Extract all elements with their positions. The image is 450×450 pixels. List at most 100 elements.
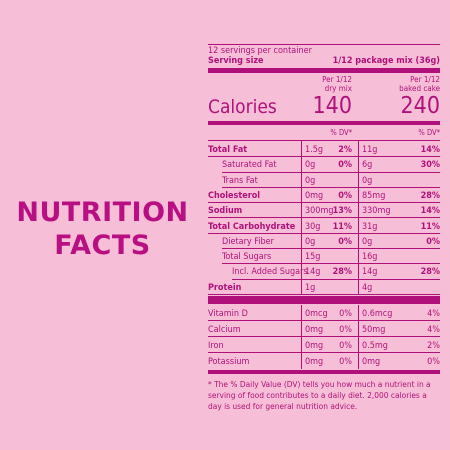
- nutrient-label: Sodium: [208, 206, 243, 217]
- nutrient-amount-col1: 0g: [305, 175, 316, 186]
- heading-line-2: FACTS: [54, 230, 151, 261]
- micronutrient-dv-col2: 4%: [427, 325, 440, 335]
- nutrient-dv-col2: 14%: [420, 206, 440, 217]
- nutrient-row: Sodium 300mg 13% 330mg 14%: [208, 203, 440, 219]
- calories-label: Calories: [208, 96, 277, 118]
- nutrient-amount-col2: 14g: [362, 267, 378, 278]
- nutrient-amount-col1: 1g: [305, 282, 316, 293]
- nutrient-row: Trans Fat 0g 0g: [208, 173, 440, 188]
- nutrient-amount-col1: 14g: [305, 267, 321, 278]
- nutrient-amount-col2: 330mg: [362, 206, 391, 217]
- nutrient-row: Cholesterol 0mg 0% 85mg 28%: [208, 188, 440, 204]
- serving-size-label: Serving size: [208, 56, 264, 66]
- col1-header-line2: dry mix: [324, 84, 352, 93]
- nutrient-dv-col1: 0%: [338, 190, 352, 201]
- thick-rule-bottom: [208, 370, 440, 374]
- column-divider-2: [358, 140, 359, 295]
- row-rule: [208, 156, 440, 158]
- nutrient-amount-col2: 6g: [362, 160, 373, 171]
- nutrient-amount-col1: 0g: [305, 236, 316, 247]
- micronutrient-dv-col2: 2%: [427, 341, 440, 351]
- nutrient-amount-col2: 0g: [362, 175, 373, 186]
- dv-header-col2: % DV*: [418, 128, 440, 137]
- col2-header-line1: Per 1/12: [410, 75, 440, 84]
- nutrient-label: Cholesterol: [208, 190, 261, 201]
- dv-header-col1: % DV*: [330, 128, 352, 137]
- nutrient-label: Dietary Fiber: [222, 236, 274, 247]
- thick-rule-top: [208, 68, 440, 73]
- micronutrient-amount-col1: 0mg: [305, 341, 324, 351]
- nutrient-amount-col1: 300mg: [305, 206, 334, 217]
- micronutrient-amount-col2: 0mg: [362, 357, 381, 367]
- row-rule: [208, 293, 440, 295]
- nutrient-dv-col1: 11%: [332, 221, 352, 232]
- nutrient-dv-col1: 13%: [332, 206, 352, 217]
- nutrient-row: Protein 1g 4g: [208, 280, 440, 295]
- nutrient-dv-col2: 11%: [420, 221, 440, 232]
- nutrient-amount-col2: 11g: [362, 145, 378, 155]
- row-rule: [232, 278, 440, 280]
- micronutrient-amount-col1: 0mg: [305, 357, 324, 367]
- nutrient-amount-col1: 0mg: [305, 190, 324, 201]
- dv-header-rule: [208, 140, 440, 141]
- nutrient-dv-col1: 0%: [338, 160, 352, 171]
- micronutrient-amount-col1: 0mcg: [305, 309, 328, 319]
- nutrient-row: Saturated Fat 0g 0% 6g 30%: [208, 157, 440, 173]
- nutrient-label: Trans Fat: [222, 175, 258, 186]
- heading-line-1: NUTRITION: [16, 197, 189, 228]
- micronutrient-row: Vitamin D 0mcg 0% 0.6mcg 4%: [208, 305, 440, 321]
- nutrient-amount-col1: 0g: [305, 160, 316, 171]
- micronutrient-amount-col2: 50mg: [362, 325, 386, 335]
- micronutrient-row: Calcium 0mg 0% 50mg 4%: [208, 321, 440, 337]
- nutrient-row: Total Carbohydrate 30g 11% 31g 11%: [208, 219, 440, 234]
- nutrient-label: Total Sugars: [222, 252, 272, 263]
- nutrient-row: Total Sugars 15g 16g: [208, 249, 440, 265]
- thick-rule-micros: [208, 296, 440, 304]
- micro-column-divider-2: [358, 305, 359, 369]
- calories-col1: 140: [312, 93, 353, 119]
- col1-header-line1: Per 1/12: [322, 75, 352, 84]
- row-rule: [208, 320, 440, 321]
- micronutrient-row: Potassium 0mg 0% 0mg 0%: [208, 353, 440, 369]
- label-top-rule: [208, 44, 440, 45]
- nutrient-label: Incl. Added Sugars: [232, 267, 308, 278]
- micronutrient-row: Iron 0mg 0% 0.5mg 2%: [208, 337, 440, 353]
- micronutrient-dv-col2: 0%: [427, 357, 440, 367]
- nutrient-dv-col1: 28%: [332, 267, 352, 278]
- nutrient-amount-col2: 0g: [362, 236, 373, 247]
- micronutrient-amount-col1: 0mg: [305, 325, 324, 335]
- row-rule: [208, 232, 440, 234]
- nutrient-amount-col2: 4g: [362, 282, 373, 293]
- row-rule: [208, 217, 440, 219]
- footnote: * The % Daily Value (DV) tells you how m…: [208, 379, 431, 411]
- nutrient-dv-col1: 0%: [338, 236, 352, 247]
- nutrient-amount-col2: 16g: [362, 252, 378, 263]
- row-rule: [208, 336, 440, 337]
- nutrient-amount-col1: 15g: [305, 252, 321, 263]
- serving-size-value: 1/12 package mix (36g): [332, 56, 440, 66]
- row-rule: [222, 248, 440, 250]
- nutrient-row: Dietary Fiber 0g 0% 0g 0%: [208, 234, 440, 250]
- micro-column-divider-1: [301, 305, 302, 369]
- micronutrient-amount-col2: 0.5mg: [362, 341, 388, 351]
- servings-per-container: 12 servings per container: [208, 46, 312, 56]
- micronutrient-dv-col2: 4%: [427, 309, 440, 319]
- nutrient-label: Total Fat: [208, 145, 248, 155]
- row-rule: [208, 202, 440, 204]
- col2-header-line2: baked cake: [399, 84, 440, 93]
- calories-col2: 240: [400, 93, 441, 119]
- row-rule: [222, 171, 440, 173]
- nutrient-label: Saturated Fat: [222, 160, 277, 171]
- micronutrient-amount-col2: 0.6mcg: [362, 309, 393, 319]
- nutrient-dv-col2: 28%: [420, 267, 440, 278]
- row-rule: [222, 186, 440, 188]
- column-divider-1: [301, 140, 302, 295]
- nutrient-label: Protein: [208, 282, 242, 293]
- micronutrient-dv-col1: 0%: [339, 309, 352, 319]
- micronutrient-label: Potassium: [208, 357, 250, 367]
- nutrient-amount-col2: 85mg: [362, 190, 386, 201]
- micronutrient-dv-col1: 0%: [339, 325, 352, 335]
- micronutrient-label: Iron: [208, 341, 224, 351]
- nutrient-dv-col1: 2%: [338, 145, 352, 155]
- thick-rule-calories: [208, 121, 440, 125]
